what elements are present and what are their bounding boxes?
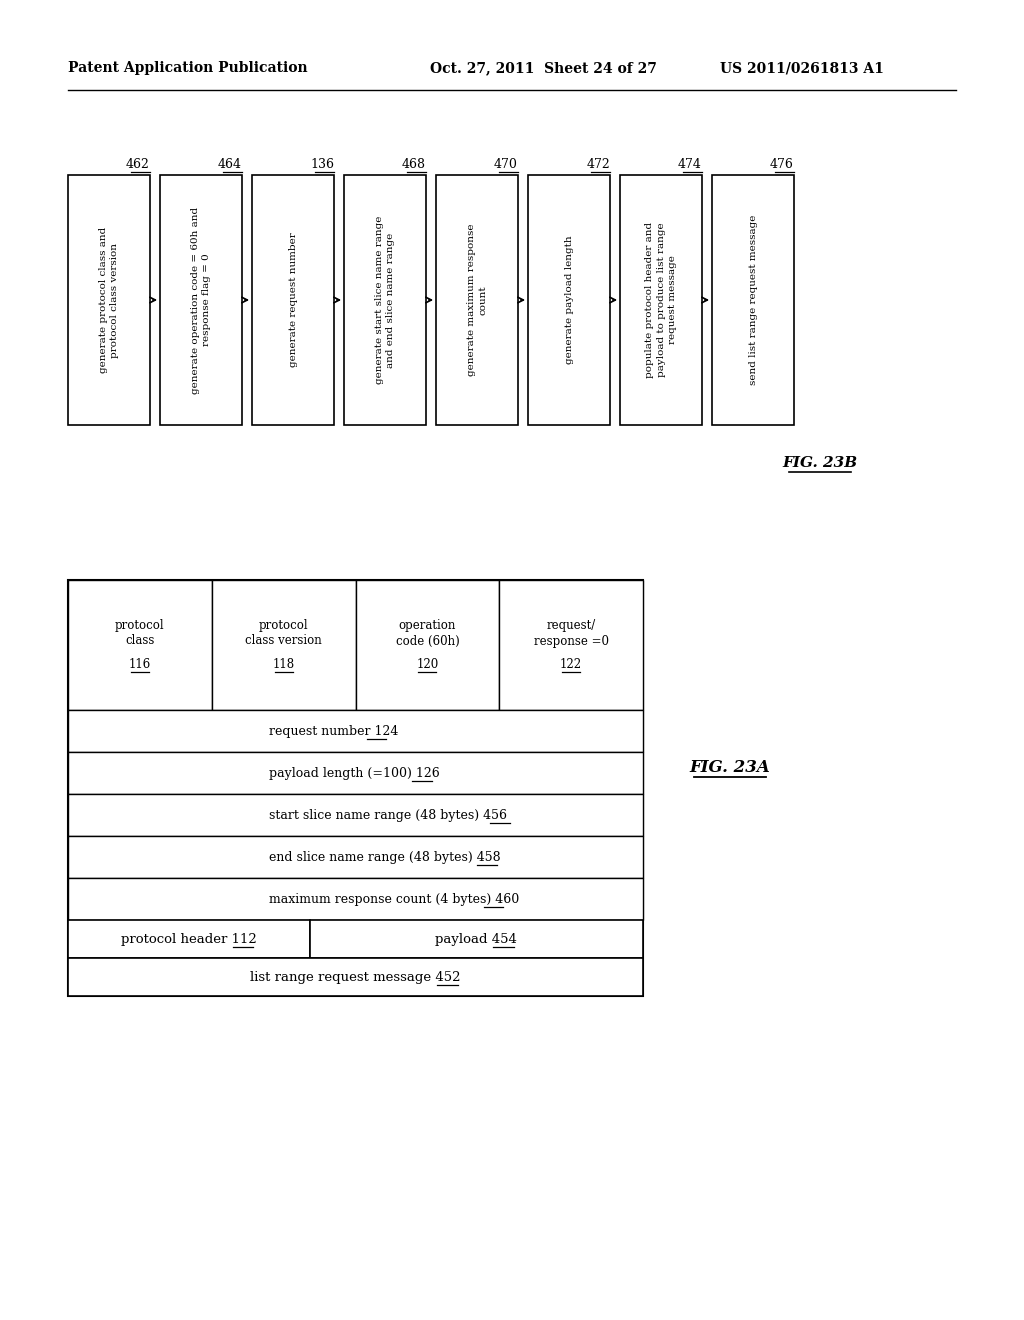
Text: protocol
class: protocol class (115, 619, 165, 648)
Bar (212, 579, 355, 710)
Text: start slice name range (48 bytes) 456: start slice name range (48 bytes) 456 (269, 808, 507, 821)
Text: end slice name range (48 bytes) 458: end slice name range (48 bytes) 458 (269, 850, 501, 863)
Text: maximum response count (4 bytes) 460: maximum response count (4 bytes) 460 (269, 892, 519, 906)
Bar (68, 710, 643, 752)
Text: protocol
class version: protocol class version (246, 619, 322, 648)
Text: protocol header 112: protocol header 112 (121, 932, 257, 945)
Text: request number 124: request number 124 (269, 725, 398, 738)
Bar (500, 579, 643, 710)
Bar (68, 920, 309, 958)
Text: request/
response =0: request/ response =0 (534, 619, 608, 648)
Bar (309, 920, 643, 958)
Bar (68, 176, 150, 425)
Text: 468: 468 (402, 158, 426, 172)
Bar (620, 176, 702, 425)
Text: generate operation code = 60h and
response flag = 0: generate operation code = 60h and respon… (190, 206, 211, 393)
Text: 470: 470 (495, 158, 518, 172)
Bar (68, 579, 643, 997)
Text: FIG. 23A: FIG. 23A (689, 759, 770, 776)
Text: 122: 122 (560, 659, 583, 672)
Bar (68, 958, 643, 997)
Bar (355, 579, 500, 710)
Text: US 2011/0261813 A1: US 2011/0261813 A1 (720, 61, 884, 75)
Text: generate protocol class and
protocol class version: generate protocol class and protocol cla… (99, 227, 119, 374)
Text: Patent Application Publication: Patent Application Publication (68, 61, 307, 75)
Text: send list range request message: send list range request message (749, 215, 758, 385)
Text: 120: 120 (416, 659, 438, 672)
Text: list range request message 452: list range request message 452 (250, 970, 461, 983)
Text: generate start slice name range
and end slice name range: generate start slice name range and end … (375, 215, 395, 384)
Text: 472: 472 (587, 158, 610, 172)
Bar (344, 176, 426, 425)
Text: generate payload length: generate payload length (564, 236, 573, 364)
Text: payload 454: payload 454 (435, 932, 517, 945)
Text: 464: 464 (218, 158, 242, 172)
Bar (68, 795, 643, 836)
Text: operation
code (60h): operation code (60h) (395, 619, 459, 648)
Bar (68, 878, 643, 920)
Text: 474: 474 (678, 158, 702, 172)
Text: generate request number: generate request number (289, 232, 298, 367)
Bar (160, 176, 242, 425)
Text: generate maximum response
count: generate maximum response count (467, 224, 487, 376)
Text: 118: 118 (272, 659, 295, 672)
Bar (436, 176, 518, 425)
Text: FIG. 23B: FIG. 23B (782, 455, 857, 470)
Bar (68, 836, 643, 878)
Bar (68, 579, 212, 710)
Text: 136: 136 (310, 158, 334, 172)
Text: payload length (=100) 126: payload length (=100) 126 (269, 767, 440, 780)
Text: Oct. 27, 2011  Sheet 24 of 27: Oct. 27, 2011 Sheet 24 of 27 (430, 61, 656, 75)
Bar (712, 176, 794, 425)
Bar (68, 752, 643, 795)
Text: 476: 476 (770, 158, 794, 172)
Bar (528, 176, 610, 425)
Text: 462: 462 (126, 158, 150, 172)
Bar (252, 176, 334, 425)
Text: 116: 116 (129, 659, 151, 672)
Text: populate protocol header and
payload to produce list range
request message: populate protocol header and payload to … (645, 222, 677, 378)
